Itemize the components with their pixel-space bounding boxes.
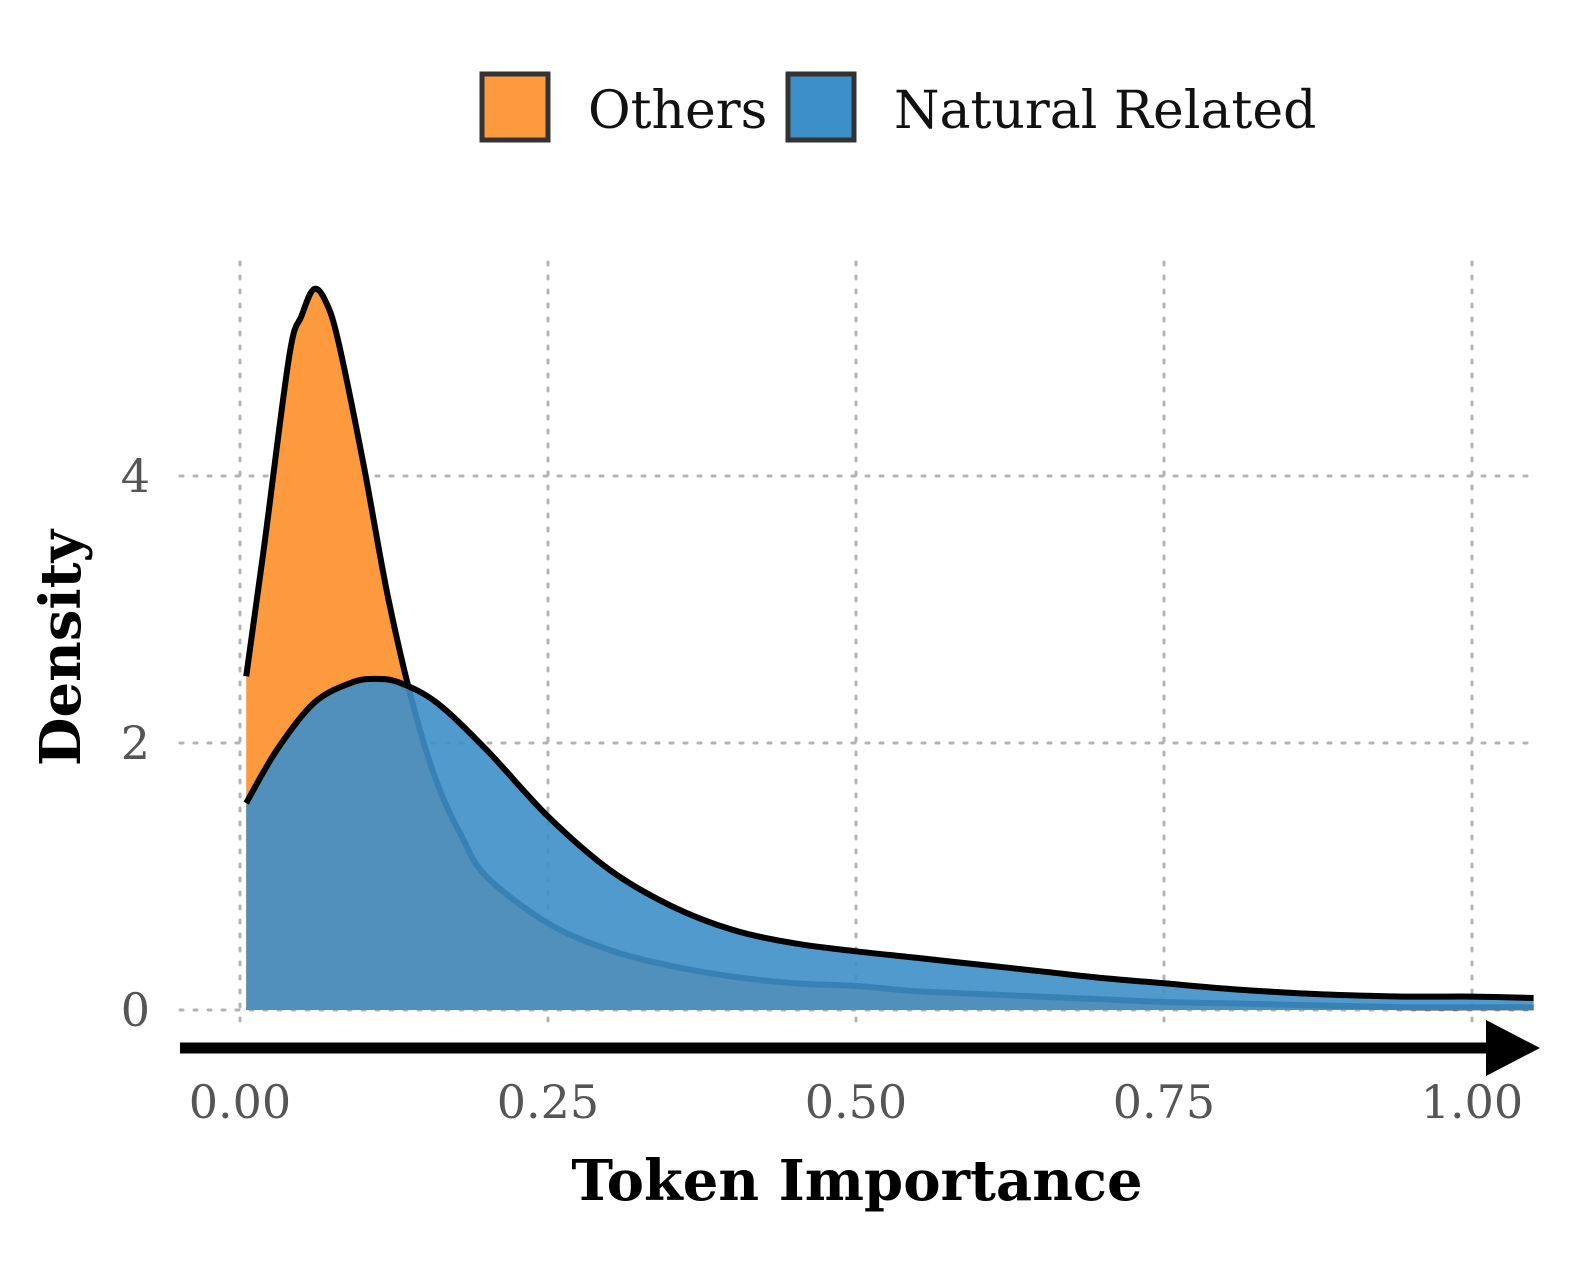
legend-swatch-natural-related (785, 71, 857, 143)
density-areas (243, 285, 1534, 1011)
x-tick-label: 0.50 (805, 1075, 907, 1129)
x-tick-label: 1.00 (1421, 1075, 1523, 1129)
y-tick-label: 2 (121, 716, 150, 770)
x-axis-title: Token Importance (571, 1148, 1142, 1214)
legend-label-others: Others (588, 81, 767, 141)
x-axis-arrowhead-icon (1486, 1020, 1540, 1076)
legend: Others Natural Related (479, 71, 1316, 143)
x-tick-label: 0.75 (1113, 1075, 1215, 1129)
legend-swatch-others (479, 71, 551, 143)
density-curve-natural-related (243, 675, 1534, 1001)
x-tick-label: 0.25 (497, 1075, 599, 1129)
x-tick-label: 0.00 (189, 1075, 291, 1129)
y-axis-title: Density (28, 528, 94, 766)
legend-label-natural-related: Natural Related (894, 81, 1316, 141)
tick-labels: 0.00 0.25 0.50 0.75 1.00 0 2 4 (121, 449, 1523, 1129)
x-axis (180, 1020, 1540, 1076)
y-tick-label: 0 (121, 983, 150, 1037)
density-area-natural-related (246, 678, 1534, 1010)
y-tick-label: 4 (121, 449, 150, 503)
